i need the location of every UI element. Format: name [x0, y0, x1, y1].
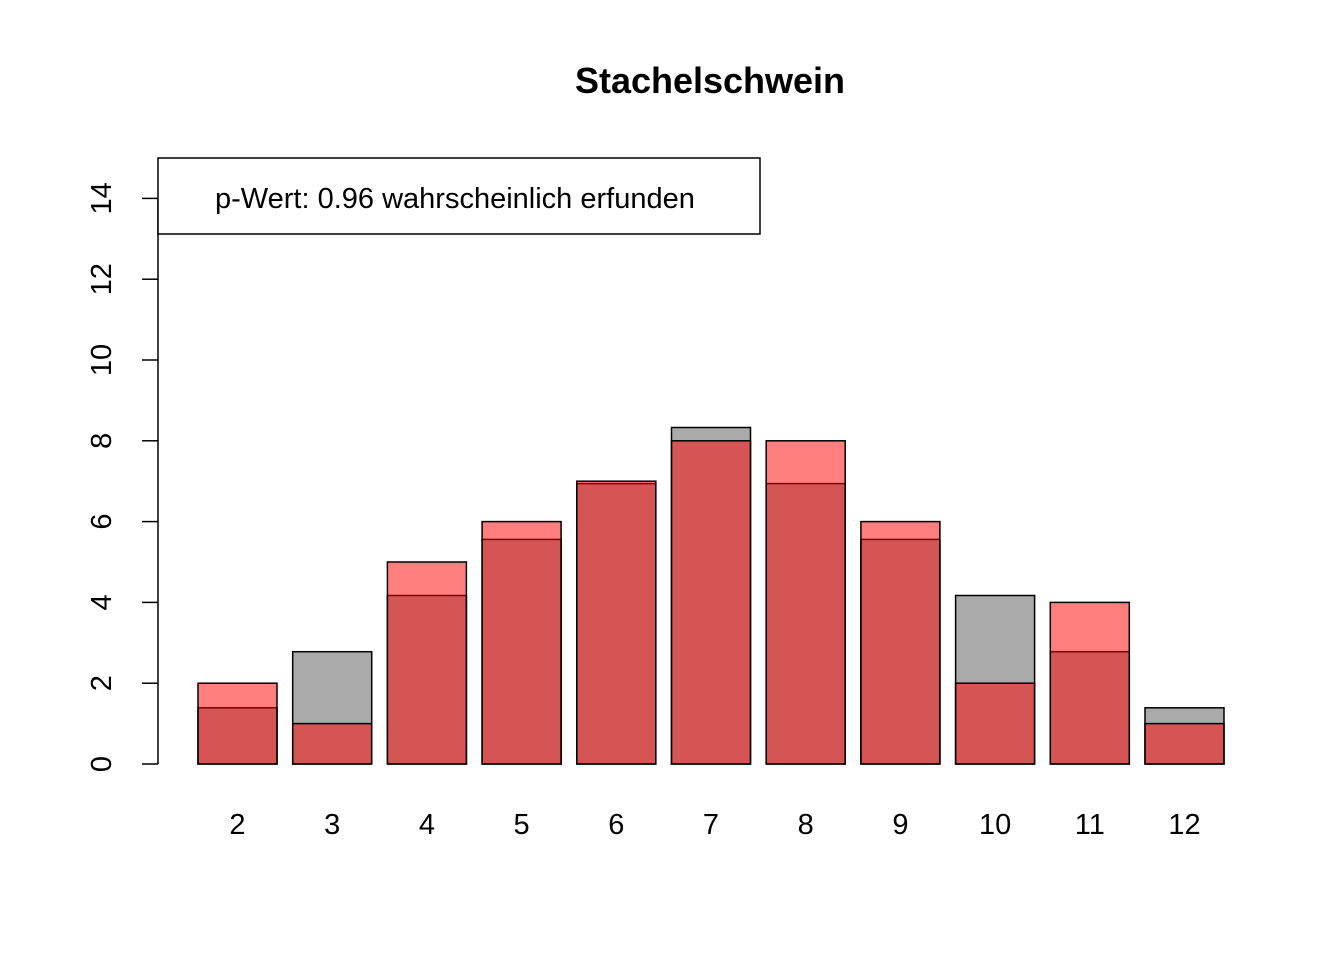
x-tick-label-6: 6: [608, 809, 624, 841]
y-tick-label-4: 4: [86, 594, 118, 610]
x-tick-label-7: 7: [703, 809, 719, 841]
y-tick-label-2: 2: [86, 675, 118, 691]
bars-group: [197, 426, 1225, 765]
legend-box: [157, 157, 761, 235]
x-tick-label-9: 9: [892, 809, 908, 841]
bar-series2-11: [1049, 601, 1131, 765]
bar-series2-5: [481, 520, 562, 765]
x-tick-label-5: 5: [514, 809, 530, 841]
x-tick-label-10: 10: [979, 809, 1011, 841]
bar-series2-7: [670, 440, 752, 765]
legend: p-Wert: 0.96 wahrscheinlich erfunden: [157, 157, 761, 235]
chart-title: Stachelschwein: [575, 60, 845, 101]
x-tick-label-3: 3: [324, 809, 340, 841]
y-tick-label-6: 6: [86, 514, 118, 530]
y-tick-label-0: 0: [86, 756, 118, 772]
y-tick-label-10: 10: [86, 344, 118, 376]
bar-series2-8: [765, 440, 846, 765]
y-tick-label-14: 14: [86, 182, 118, 214]
bar-series2-10: [954, 682, 1036, 765]
x-axis-labels: 2 3 4 5 6 7 8 9 10 11 12: [229, 809, 1200, 841]
bar-series2-3: [291, 722, 373, 765]
bar-series2-12: [1144, 722, 1225, 765]
x-tick-label-2: 2: [229, 809, 245, 841]
y-tick-label-8: 8: [86, 433, 118, 449]
y-tick-label-12: 12: [86, 263, 118, 295]
x-tick-label-4: 4: [419, 809, 435, 841]
bar-series2-4: [386, 561, 468, 765]
x-tick-label-11: 11: [1075, 809, 1105, 841]
y-axis: 0 2 4 6 8 10 12 14: [86, 182, 159, 772]
legend-text: p-Wert: 0.96 wahrscheinlich erfunden: [215, 183, 695, 215]
bar-series2-9: [860, 520, 941, 765]
x-tick-label-12: 12: [1168, 809, 1200, 841]
bar-series2-2: [197, 682, 278, 765]
bar-series2-6: [576, 480, 657, 765]
x-tick-label-8: 8: [798, 809, 814, 841]
